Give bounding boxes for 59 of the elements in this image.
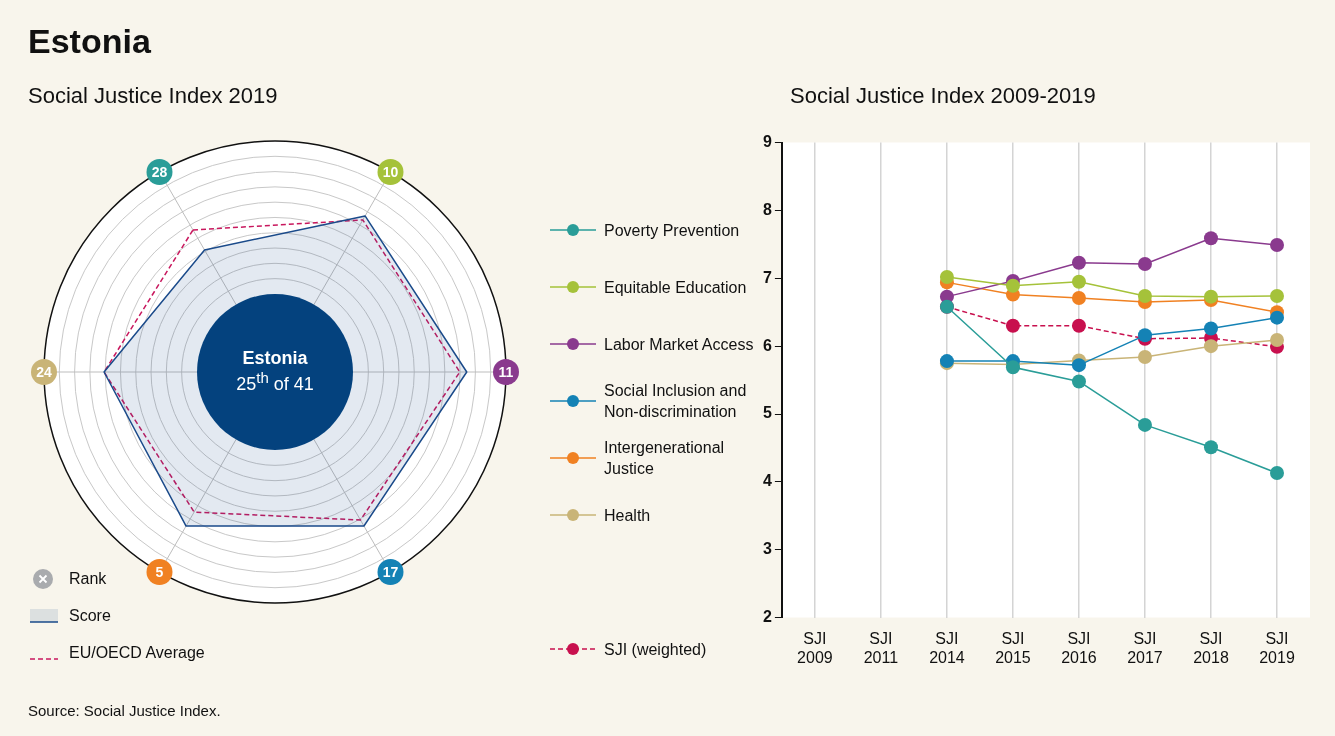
point [1137,288,1152,303]
point [1269,333,1284,348]
point [1071,274,1086,289]
point [1071,290,1086,305]
y-tick-label: 9 [762,133,772,151]
legend-label: Health [604,505,651,526]
point [1203,339,1218,354]
point [1137,257,1152,272]
point [1203,289,1218,304]
y-tick-label: 7 [762,268,772,286]
point [1269,288,1284,303]
chart-title: Estonia [28,22,151,61]
spoke-label: 5 [155,563,164,580]
point [1071,358,1086,373]
x-tick-label: SJI 2014 [929,629,965,666]
point [1203,321,1218,336]
spoke-label: 28 [151,163,168,180]
point [1203,231,1218,246]
point [1005,278,1020,293]
spoke-label: 11 [498,363,514,380]
legend-label: Social Inclusion and Non-discrimination [604,381,748,422]
point [1269,238,1284,253]
legend-label: EU/OECD Average [69,643,205,662]
point [1269,310,1284,325]
point [1005,318,1020,333]
text: Rank [69,569,107,588]
legend-label: Poverty Prevention [604,220,740,241]
legend-label: Score [69,606,111,625]
point [1071,374,1086,389]
y-tick-label: 2 [762,608,772,626]
source-note: Source: Social Justice Index. [28,702,221,719]
point [1269,466,1284,481]
x-tick-label: SJI 2009 [797,629,833,666]
point [939,269,954,284]
point [1071,318,1086,333]
legend-label: SJI (weighted) [604,639,707,660]
legend-label: Equitable Education [604,277,747,298]
point [1071,255,1086,270]
y-tick-label: 3 [762,540,772,558]
point [1137,417,1152,432]
chart-title: Social Justice Index 2009-2019 [790,83,1096,109]
x-tick-label: SJI 2017 [1127,629,1163,666]
x-tick-label: SJI 2015 [995,629,1031,666]
y-tick-label: 5 [762,404,772,422]
spoke-label: 24 [36,363,52,380]
legend-label: Labor Market Access [604,334,754,355]
y-tick-label: 6 [762,336,772,354]
point [1203,440,1218,455]
x-tick-label: SJI 2018 [1193,629,1229,666]
x-tick-label: SJI 2019 [1259,629,1295,666]
legend-label: Intergenerational Justice [604,438,726,479]
chart-subtitle: Social Justice Index 2019 [28,83,278,109]
x-tick-label: SJI 2016 [1061,629,1097,666]
y-tick-label: 4 [762,472,772,490]
point [1137,350,1152,365]
y-tick-label: 8 [762,200,772,218]
x-tick-label: SJI 2011 [863,629,899,666]
spoke-label: 10 [382,163,399,180]
spoke-label: 17 [382,563,399,580]
